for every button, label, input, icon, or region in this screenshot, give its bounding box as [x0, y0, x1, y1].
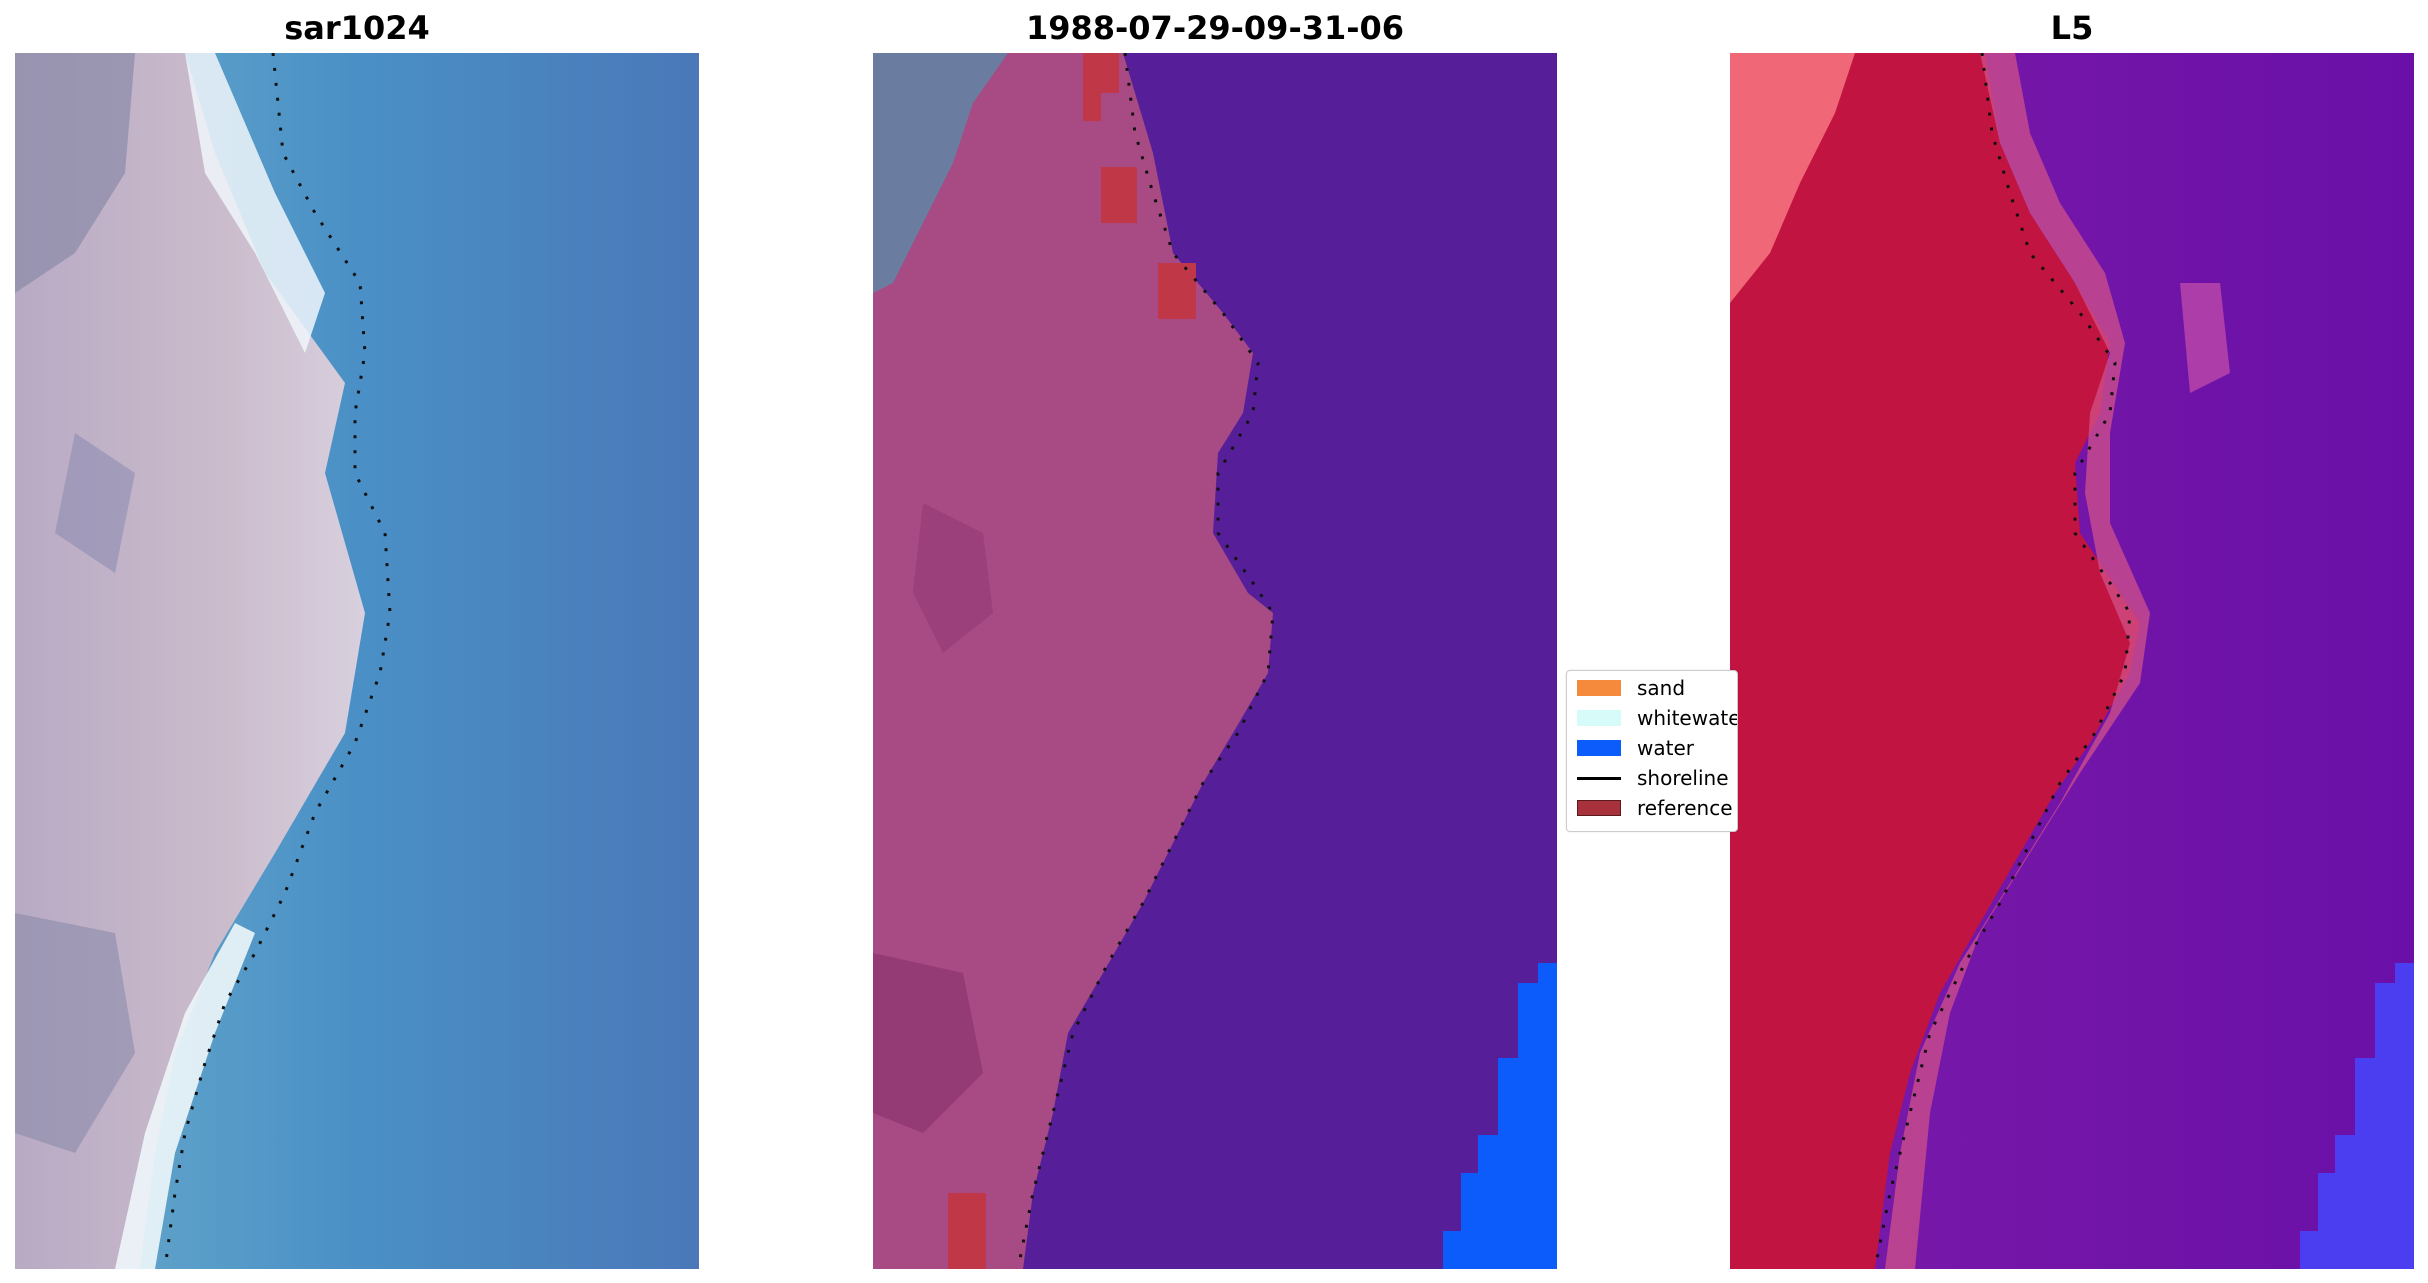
classified-image	[873, 53, 1557, 1269]
rgb-image	[15, 53, 699, 1269]
dark-land-patch	[55, 433, 135, 573]
whitewater-strip	[185, 53, 325, 353]
reference-patch	[1101, 167, 1137, 223]
legend-label: whitewater	[1637, 706, 1738, 730]
panel-title-date: 1988-07-29-09-31-06	[1025, 9, 1405, 47]
dark-land-patch	[873, 953, 983, 1133]
sand-swatch	[1577, 680, 1621, 696]
legend-label: shoreline	[1637, 766, 1729, 790]
index-mid-patch	[2180, 283, 2230, 393]
shoreline-line	[1016, 53, 1275, 1269]
rgb-image-panel	[15, 53, 699, 1269]
index-high-area	[1730, 53, 2140, 1269]
index-low-patch	[2300, 963, 2414, 1269]
legend-item-shoreline: shoreline	[1577, 765, 1729, 791]
shoreline-line	[1873, 53, 2132, 1269]
legend-label: reference	[1637, 796, 1733, 820]
panel-title-l5: L5	[2050, 9, 2094, 47]
reference-patch	[1158, 263, 1196, 319]
grey-land-patch	[873, 53, 1008, 293]
legend-label: water	[1637, 736, 1694, 760]
legend: sand whitewater water shoreline referenc…	[1566, 670, 1738, 832]
reference-patch	[1083, 93, 1101, 121]
dark-land-patch	[15, 53, 135, 293]
reference-swatch	[1577, 800, 1621, 816]
panel-title-sar: sar1024	[284, 9, 430, 47]
index-high-patch	[1730, 53, 1855, 303]
legend-item-reference: reference	[1577, 795, 1733, 821]
whitewater-strip	[115, 923, 255, 1269]
classified-image-panel	[873, 53, 1557, 1269]
reference-patch	[1083, 53, 1119, 93]
reference-patch	[948, 1193, 986, 1269]
dark-land-patch	[913, 503, 993, 653]
l5-index-panel	[1730, 53, 2414, 1269]
water-swatch	[1577, 740, 1621, 756]
land-class-area	[873, 53, 1273, 1269]
dark-land-patch	[15, 913, 135, 1153]
l5-index-image	[1730, 53, 2414, 1269]
transition-band	[1885, 53, 2150, 1269]
legend-item-sand: sand	[1577, 675, 1685, 701]
legend-item-whitewater: whitewater	[1577, 705, 1738, 731]
legend-label: sand	[1637, 676, 1686, 700]
water-class-patch	[1443, 963, 1557, 1269]
legend-item-water: water	[1577, 735, 1694, 761]
shoreline-swatch	[1577, 776, 1621, 780]
whitewater-swatch	[1577, 710, 1621, 726]
